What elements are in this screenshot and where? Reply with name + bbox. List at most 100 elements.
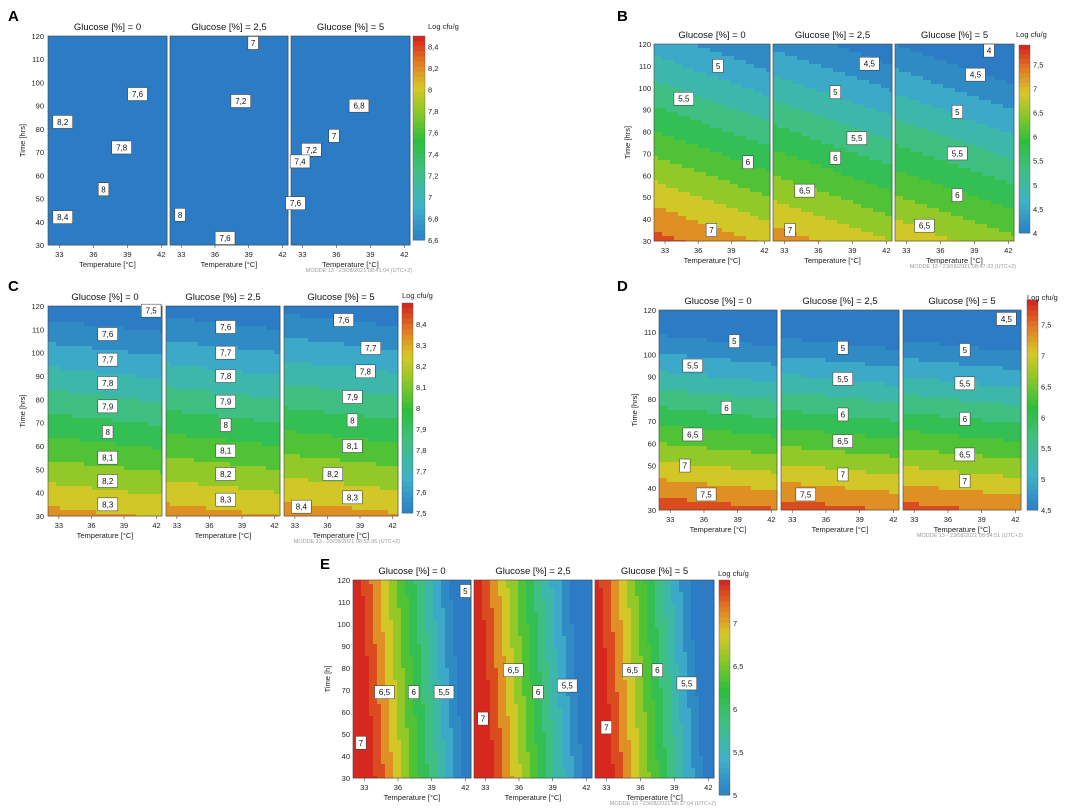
panel-E: E Glucose [%] = 033 36 39 42Temperature [°C]… xyxy=(320,556,749,807)
contour-label: 5,5 xyxy=(947,147,967,160)
colorbar-tick-label: 8 xyxy=(428,86,432,95)
x-tick-label: 39 xyxy=(238,521,246,530)
y-tick-label: 100 xyxy=(337,620,350,629)
contour-label: 7,7 xyxy=(98,353,118,366)
y-tick-label: 90 xyxy=(648,373,656,382)
colorbar-tick-label: 7,7 xyxy=(416,467,426,476)
x-tick-label: 39 xyxy=(356,521,364,530)
facet-title: Glucose [%] = 5 xyxy=(928,296,995,307)
contour-label: 7,6 xyxy=(215,232,235,245)
panel-label: B xyxy=(617,8,628,25)
contour-label: 4,5 xyxy=(966,68,986,81)
x-tick-label: 33 xyxy=(788,515,796,524)
colorbar-tick-label: 5 xyxy=(733,791,737,800)
contour-label: 7,5 xyxy=(696,488,716,501)
contour-label: 7,8 xyxy=(112,141,132,154)
contour-label: 7 xyxy=(478,712,489,725)
y-axis-label: Time [hrs] xyxy=(630,393,639,426)
contour-label: 5 xyxy=(713,59,724,72)
colorbar-title: Log cfu/g xyxy=(1027,293,1058,302)
contour-label: 7,5 xyxy=(141,304,161,317)
contour-field xyxy=(291,36,410,245)
y-tick-label: 30 xyxy=(36,512,44,521)
x-axis-label: Temperature [°C] xyxy=(79,260,136,269)
contour-label: 6 xyxy=(652,664,663,677)
contour-label: 7 xyxy=(960,475,971,488)
contour-label: 7,6 xyxy=(128,88,148,101)
contour-label: 6 xyxy=(721,401,732,414)
y-tick-label: 90 xyxy=(36,372,44,381)
y-axis-label: Time [h] xyxy=(323,666,332,693)
x-axis-label: Temperature [°C] xyxy=(684,256,741,265)
watermark-text: MODDE 13 - 23/08/2021 08:54:51 (UTC+2) xyxy=(917,533,1023,539)
y-tick-label: 100 xyxy=(31,349,44,358)
colorbar-tick-label: 4,5 xyxy=(1041,506,1051,515)
colorbar: Log cfu/g7,576,565,554,54 xyxy=(1016,30,1047,238)
y-tick-label: 40 xyxy=(36,218,44,227)
y-tick-label: 30 xyxy=(643,237,651,246)
contour-label: 6,5 xyxy=(833,435,853,448)
contour-label: 7,6 xyxy=(98,328,118,341)
x-tick-label: 33 xyxy=(481,783,489,792)
contour-label: 8,4 xyxy=(53,211,73,224)
contour-label: 6 xyxy=(533,686,544,699)
colorbar-tick-label: 8,2 xyxy=(416,362,426,371)
contour-label: 5,5 xyxy=(557,679,577,692)
x-tick-label: 36 xyxy=(332,250,340,259)
colorbar-tick-label: 6,6 xyxy=(428,236,438,245)
y-tick-label: 90 xyxy=(643,106,651,115)
x-tick-label: 42 xyxy=(270,521,278,530)
x-tick-label: 36 xyxy=(936,246,944,255)
contour-field xyxy=(353,580,471,778)
y-tick-label: 110 xyxy=(644,328,656,337)
facet-title: Glucose [%] = 5 xyxy=(921,30,988,41)
contour-field xyxy=(284,306,398,516)
colorbar-tick-label: 8,2 xyxy=(428,64,438,73)
facet-title: Glucose [%] = 0 xyxy=(378,566,445,577)
contour-label: 8,2 xyxy=(216,468,236,481)
facet-title: Glucose [%] = 2,5 xyxy=(495,566,570,577)
contour-label: 7,6 xyxy=(334,314,354,327)
colorbar-tick-label: 7 xyxy=(1033,84,1037,93)
y-tick-label: 70 xyxy=(36,148,44,157)
y-tick-label: 50 xyxy=(36,465,44,474)
x-tick-label: 42 xyxy=(157,250,165,259)
contour-field xyxy=(170,36,288,245)
facet-title: Glucose [%] = 2,5 xyxy=(185,292,260,303)
contour-label: 8,3 xyxy=(343,491,363,504)
watermark-text: MODDE 13 - 23/08/2021 08:52:06 (UTC+2) xyxy=(294,539,400,545)
facet-title: Glucose [%] = 5 xyxy=(621,566,688,577)
facet-title: Glucose [%] = 0 xyxy=(74,22,141,33)
contour-label: 7,5 xyxy=(796,488,816,501)
contour-field xyxy=(166,306,280,516)
contour-label: 6,5 xyxy=(375,686,395,699)
contour-label: 7 xyxy=(838,468,849,481)
colorbar-title: Log cfu/g xyxy=(718,569,749,578)
contour-label: 8 xyxy=(175,208,186,221)
contour-label: 6,8 xyxy=(349,99,369,112)
y-axis-label: Time [hrs] xyxy=(623,126,632,159)
x-tick-label: 36 xyxy=(205,521,213,530)
contour-label: 5 xyxy=(952,105,963,118)
x-tick-label: 39 xyxy=(970,246,978,255)
contour-field xyxy=(654,44,770,241)
x-tick-label: 33 xyxy=(910,515,918,524)
watermark-text: MODDE 13 - 23/08/2021 08:47:33 (UTC+2) xyxy=(910,264,1016,270)
y-tick-label: 30 xyxy=(36,241,44,250)
x-axis-label: Temperature [°C] xyxy=(804,256,861,265)
colorbar-tick-label: 6 xyxy=(1033,133,1037,142)
contour-label: 6,5 xyxy=(683,428,703,441)
x-tick-label: 36 xyxy=(814,246,822,255)
facet-title: Glucose [%] = 5 xyxy=(317,22,384,33)
x-tick-label: 39 xyxy=(120,521,128,530)
contour-label: 6 xyxy=(960,412,971,425)
x-tick-label: 39 xyxy=(977,515,985,524)
colorbar-tick-label: 7 xyxy=(428,193,432,202)
contour-label: 7,2 xyxy=(302,143,322,156)
colorbar-tick-label: 8,3 xyxy=(416,341,426,350)
x-tick-label: 36 xyxy=(694,246,702,255)
